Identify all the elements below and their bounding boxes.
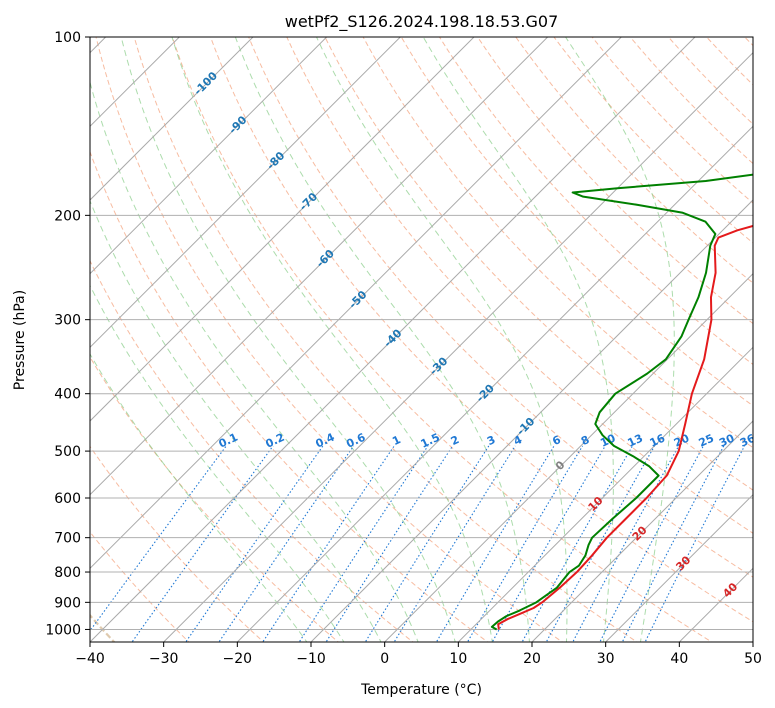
mixing-ratio-line (521, 445, 633, 642)
y-tick-label: 700 (54, 531, 81, 547)
y-tick-label: 500 (54, 444, 81, 460)
mixing-ratio-line (435, 445, 555, 642)
y-tick-label: 300 (54, 313, 81, 329)
y-tick-label: 800 (54, 565, 81, 581)
isotherm-line (162, 51, 753, 642)
x-tick-label: 0 (380, 651, 389, 667)
profile-series (490, 173, 753, 631)
x-tick-label: 40 (670, 651, 688, 667)
mixing-ratio-line (298, 445, 429, 642)
x-tick-label: 30 (597, 651, 615, 667)
isotherm-line (604, 493, 753, 642)
y-tick-label: 100 (54, 30, 81, 46)
dry-adiabat-line (248, 37, 753, 578)
mixing-ratio-label: 36 (738, 431, 758, 449)
moist-adiabat-line (90, 80, 419, 642)
x-tick-label: −20 (223, 651, 253, 667)
isotherm-line (457, 346, 753, 642)
isotherm-line (236, 125, 753, 642)
mixing-ratio-line (262, 445, 395, 642)
plot-frame (89, 36, 754, 643)
mixing-ratio-label: 30 (717, 431, 737, 449)
x-tick-label: −40 (75, 651, 105, 667)
plot-area: -100-90-80-70-60-50-40-30-20-10010203040… (90, 37, 758, 642)
isotherm-line (531, 420, 753, 642)
mixing-ratio-line (185, 445, 324, 642)
y-tick-label: 400 (54, 387, 81, 403)
chart-title: wetPf2_S126.2024.198.18.53.G07 (285, 12, 559, 32)
dry-adiabat-line (286, 37, 753, 534)
isotherm-line (90, 37, 402, 349)
x-axis-label: Temperature (°C) (360, 682, 482, 698)
dry-adiabat-line (90, 150, 489, 642)
isotherm-line (383, 272, 753, 642)
dry-adiabat-line (362, 37, 753, 449)
mixing-ratio-label: 25 (697, 432, 716, 450)
skewed-isotherms (90, 37, 753, 642)
x-tick-label: 20 (523, 651, 541, 667)
x-tick-label: 10 (449, 651, 467, 667)
y-tick-label: 600 (54, 491, 81, 507)
x-axis-ticks: −40 −30 −20 −10 0 10 20 30 40 50 (75, 642, 762, 667)
mixing-ratio-line (545, 445, 656, 642)
isotherm-line (90, 37, 328, 275)
mixing-ratio-line (218, 445, 355, 642)
mixing-ratio-line (325, 445, 454, 642)
dry-adiabat-line (171, 37, 713, 642)
mixing-ratio-line (131, 445, 274, 642)
y-tick-label: 900 (54, 595, 81, 611)
isotherm-line (90, 37, 623, 570)
dry-adiabat-line (324, 37, 753, 491)
isotherm-line (90, 37, 549, 496)
y-tick-label: 200 (54, 208, 81, 224)
isotherm-line (310, 199, 753, 642)
mixing-ratio-line (572, 445, 680, 642)
temperature-profile-line (497, 224, 753, 630)
mixing-ratio-label: 16 (648, 431, 668, 449)
y-axis-label: Pressure (hPa) (12, 290, 28, 390)
x-tick-label: −30 (149, 651, 179, 667)
isotherm-line (90, 37, 696, 642)
x-tick-label: −10 (296, 651, 326, 667)
isotherm-line (90, 37, 475, 422)
mixing-ratio-label: 13 (626, 432, 645, 450)
mixing-ratio-line (90, 445, 227, 632)
dry-adiabat-line (438, 37, 753, 366)
mixing-ratio-line (599, 445, 704, 642)
isotherm-line (90, 37, 254, 201)
x-tick-label: 50 (744, 651, 762, 667)
y-tick-label: 1000 (45, 622, 81, 638)
pressure-gridlines (90, 37, 753, 630)
moist-adiabat-line (90, 199, 382, 642)
dewpoint-profile-line (490, 173, 753, 631)
mixing-ratio-line (466, 445, 584, 642)
y-axis-ticks: 1000 900 800 700 600 500 400 300 200 100 (45, 30, 90, 638)
mixing-ratio-line (621, 445, 725, 642)
